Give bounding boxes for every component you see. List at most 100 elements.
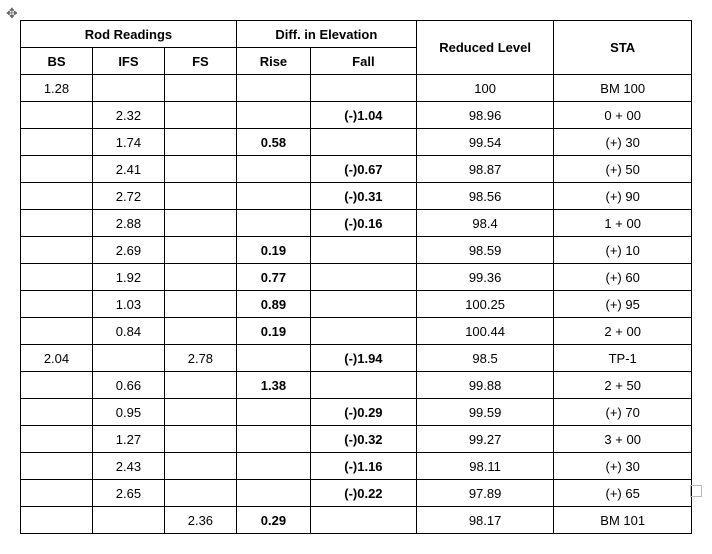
table-row: 1.740.5899.54(+) 30 bbox=[21, 129, 692, 156]
cell-fs bbox=[164, 480, 236, 507]
cell-fs: 2.78 bbox=[164, 345, 236, 372]
cell-rl: 98.11 bbox=[416, 453, 554, 480]
cell-bs: 1.28 bbox=[21, 75, 93, 102]
cell-bs bbox=[21, 372, 93, 399]
table-row: 0.95(-)0.2999.59(+) 70 bbox=[21, 399, 692, 426]
cell-fall bbox=[310, 264, 416, 291]
cell-rl: 99.36 bbox=[416, 264, 554, 291]
cell-ifs bbox=[92, 75, 164, 102]
cell-fall: (-)0.31 bbox=[310, 183, 416, 210]
table-row: 1.030.89100.25(+) 95 bbox=[21, 291, 692, 318]
header-fall: Fall bbox=[310, 48, 416, 75]
cell-sta: (+) 60 bbox=[554, 264, 692, 291]
cell-fall: (-)1.16 bbox=[310, 453, 416, 480]
cell-rise: 0.77 bbox=[236, 264, 310, 291]
cell-rise bbox=[236, 210, 310, 237]
header-sta: STA bbox=[554, 21, 692, 75]
cell-fs bbox=[164, 426, 236, 453]
table-row: 1.27(-)0.3299.273 + 00 bbox=[21, 426, 692, 453]
cell-bs bbox=[21, 291, 93, 318]
header-diff-elevation: Diff. in Elevation bbox=[236, 21, 416, 48]
cell-ifs bbox=[92, 507, 164, 534]
cell-sta: (+) 50 bbox=[554, 156, 692, 183]
cell-fs bbox=[164, 291, 236, 318]
cell-bs bbox=[21, 102, 93, 129]
cell-sta: BM 101 bbox=[554, 507, 692, 534]
cell-bs bbox=[21, 237, 93, 264]
header-bs: BS bbox=[21, 48, 93, 75]
header-rise: Rise bbox=[236, 48, 310, 75]
cell-rise: 0.58 bbox=[236, 129, 310, 156]
cell-rl: 98.5 bbox=[416, 345, 554, 372]
cell-ifs: 2.72 bbox=[92, 183, 164, 210]
cell-fall: (-)1.04 bbox=[310, 102, 416, 129]
cell-sta: (+) 90 bbox=[554, 183, 692, 210]
cell-sta: (+) 30 bbox=[554, 453, 692, 480]
cell-fall bbox=[310, 75, 416, 102]
cell-rise: 0.19 bbox=[236, 237, 310, 264]
cell-rl: 99.59 bbox=[416, 399, 554, 426]
cell-fall bbox=[310, 507, 416, 534]
cell-bs bbox=[21, 399, 93, 426]
cell-fs bbox=[164, 453, 236, 480]
cell-sta: 1 + 00 bbox=[554, 210, 692, 237]
move-handle-icon[interactable]: ✥ bbox=[6, 6, 20, 20]
header-rod-readings: Rod Readings bbox=[21, 21, 237, 48]
cell-rl: 98.87 bbox=[416, 156, 554, 183]
cell-fs bbox=[164, 183, 236, 210]
cell-rise bbox=[236, 183, 310, 210]
cell-sta: BM 100 bbox=[554, 75, 692, 102]
leveling-table: Rod Readings Diff. in Elevation Reduced … bbox=[20, 20, 692, 534]
table-row: 2.360.2998.17BM 101 bbox=[21, 507, 692, 534]
cell-rl: 100.44 bbox=[416, 318, 554, 345]
cell-rl: 100 bbox=[416, 75, 554, 102]
cell-rise bbox=[236, 156, 310, 183]
cell-fall: (-)0.22 bbox=[310, 480, 416, 507]
cell-fall: (-)1.94 bbox=[310, 345, 416, 372]
table-body: 1.28 100BM 1002.32(-)1.0498.960 + 001.740… bbox=[21, 75, 692, 534]
cell-rise bbox=[236, 453, 310, 480]
cell-ifs: 2.65 bbox=[92, 480, 164, 507]
cell-rise bbox=[236, 345, 310, 372]
cell-ifs: 1.27 bbox=[92, 426, 164, 453]
cell-bs bbox=[21, 156, 93, 183]
cell-bs bbox=[21, 426, 93, 453]
cell-rise bbox=[236, 426, 310, 453]
cell-sta: (+) 30 bbox=[554, 129, 692, 156]
header-reduced-level: Reduced Level bbox=[416, 21, 554, 75]
cell-fall: (-)0.16 bbox=[310, 210, 416, 237]
cell-ifs: 0.95 bbox=[92, 399, 164, 426]
table-row: 2.042.78(-)1.9498.5TP-1 bbox=[21, 345, 692, 372]
table-row: 0.661.3899.882 + 50 bbox=[21, 372, 692, 399]
table-row: 0.840.19100.442 + 00 bbox=[21, 318, 692, 345]
cell-ifs: 0.66 bbox=[92, 372, 164, 399]
cell-sta: (+) 65 bbox=[554, 480, 692, 507]
cell-ifs: 2.88 bbox=[92, 210, 164, 237]
cell-fall bbox=[310, 237, 416, 264]
cell-fs bbox=[164, 102, 236, 129]
cell-fs: 2.36 bbox=[164, 507, 236, 534]
cell-sta: (+) 10 bbox=[554, 237, 692, 264]
cell-bs bbox=[21, 480, 93, 507]
cell-rl: 98.96 bbox=[416, 102, 554, 129]
cell-fs bbox=[164, 372, 236, 399]
cell-bs: 2.04 bbox=[21, 345, 93, 372]
cell-rl: 100.25 bbox=[416, 291, 554, 318]
cell-bs bbox=[21, 453, 93, 480]
table-row: 1.920.7799.36(+) 60 bbox=[21, 264, 692, 291]
cell-ifs: 0.84 bbox=[92, 318, 164, 345]
table-row: 2.32(-)1.0498.960 + 00 bbox=[21, 102, 692, 129]
resize-handle-icon[interactable] bbox=[690, 485, 702, 497]
cell-fs bbox=[164, 129, 236, 156]
table-row: 2.43(-)1.1698.11(+) 30 bbox=[21, 453, 692, 480]
cell-fall: (-)0.67 bbox=[310, 156, 416, 183]
cell-ifs: 1.03 bbox=[92, 291, 164, 318]
cell-rise bbox=[236, 75, 310, 102]
table-row: 2.88(-)0.1698.41 + 00 bbox=[21, 210, 692, 237]
cell-ifs: 2.41 bbox=[92, 156, 164, 183]
cell-sta: 2 + 50 bbox=[554, 372, 692, 399]
cell-rl: 99.27 bbox=[416, 426, 554, 453]
cell-fs bbox=[164, 318, 236, 345]
cell-rl: 99.88 bbox=[416, 372, 554, 399]
cell-ifs bbox=[92, 345, 164, 372]
